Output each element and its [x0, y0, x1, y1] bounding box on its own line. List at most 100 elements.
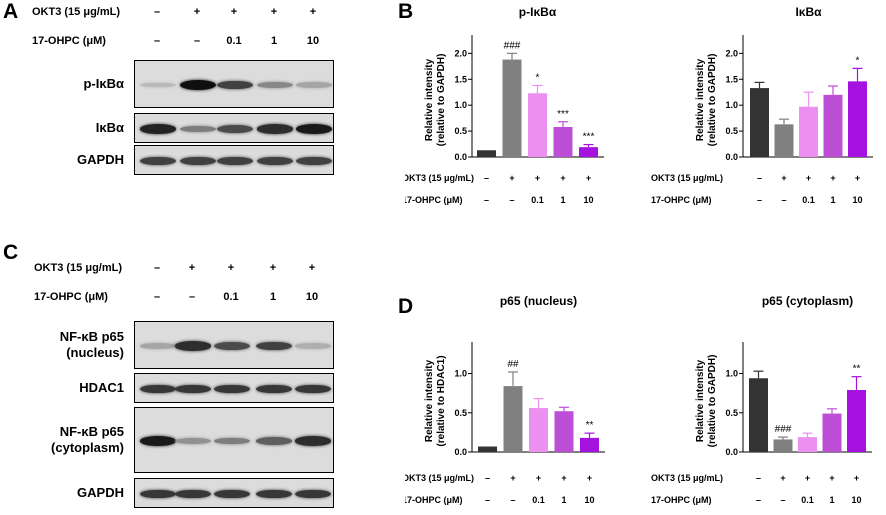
- chart-p-ikba: p-IκBα Relative intensity (relative to GAP…: [405, 5, 604, 205]
- panel-label-b: B: [398, 0, 414, 23]
- blot-band: [296, 82, 332, 88]
- blot-band: [214, 384, 250, 394]
- significance-label: ##: [507, 359, 519, 370]
- blot-band: [180, 80, 216, 90]
- y-axis-label: Relative intensity: [424, 359, 435, 442]
- treatment-value: –: [188, 291, 196, 303]
- treatment-label: OKT3 (15 μg/mL): [405, 473, 474, 483]
- blot-band: [217, 124, 253, 134]
- treatment-label: 17-OHPC (μM): [32, 35, 106, 47]
- blot-band: [295, 343, 331, 349]
- blot-image: [134, 478, 334, 508]
- blot-band: [257, 81, 293, 89]
- treatment-value: 0.1: [802, 195, 815, 205]
- y-tick-label: 1.0: [454, 369, 467, 379]
- y-axis-label-group: Relative intensity (relative to GAPDH): [695, 54, 718, 147]
- treatment-value: 0.1: [531, 195, 544, 205]
- blot-band: [140, 489, 176, 499]
- y-tick-label: 2.0: [454, 48, 467, 58]
- treatment-value: 0.1: [226, 35, 242, 47]
- y-tick-label: 1.5: [454, 74, 467, 84]
- treatment-value: +: [269, 262, 277, 274]
- blot-band: [256, 384, 292, 394]
- bar: [553, 126, 573, 157]
- treatment-value: +: [781, 173, 786, 183]
- treatment-value: –: [780, 495, 785, 505]
- y-tick-label: 0.5: [454, 408, 467, 418]
- treatment-value: –: [756, 473, 761, 483]
- treatment-value: –: [757, 195, 762, 205]
- treatment-value: –: [757, 173, 762, 183]
- treatment-value: +: [560, 173, 565, 183]
- panel-label-d: D: [398, 295, 414, 318]
- treatment-value: +: [536, 473, 541, 483]
- blot-label: NF-κB p65 (nucleus): [59, 329, 124, 360]
- bar: [822, 413, 842, 452]
- treatment-value: –: [484, 173, 489, 183]
- treatment-label: OKT3 (15 μg/mL): [651, 473, 723, 483]
- treatment-value: –: [193, 35, 201, 47]
- blot-band: [175, 489, 211, 499]
- treatment-label: 17-OHPC (μM): [34, 291, 108, 303]
- blot-band: [175, 341, 211, 351]
- y-axis-label-group: Relative intensity (relative to HDAC1): [424, 355, 447, 446]
- chart-title: p65 (nucleus): [500, 294, 577, 308]
- treatment-value: –: [756, 495, 761, 505]
- significance-label: ###: [775, 424, 792, 435]
- blot-band: [256, 341, 292, 351]
- treatment-label: 17-OHPC (μM): [405, 495, 463, 505]
- blot-label: IκBα: [95, 120, 124, 135]
- treatment-value: +: [270, 6, 278, 18]
- blot-image: [134, 113, 334, 143]
- y-tick-label: 0.5: [725, 408, 738, 418]
- significance-label: ***: [583, 132, 595, 143]
- treatment-value: –: [153, 291, 161, 303]
- treatment-value: –: [153, 262, 161, 274]
- blot-image: [134, 407, 334, 473]
- blot-image: [134, 145, 334, 175]
- treatment-value: +: [586, 173, 591, 183]
- blot-label: p-IκBα: [83, 76, 124, 91]
- bar: [503, 386, 523, 452]
- treatment-label: 17-OHPC (μM): [651, 195, 712, 205]
- y-tick-label: 0.5: [725, 126, 738, 136]
- y-tick-label: 1.0: [725, 100, 738, 110]
- blot-band: [214, 437, 250, 445]
- blot-band: [140, 124, 176, 134]
- y-tick-label: 1.0: [725, 369, 738, 379]
- y-tick-label: 0.5: [454, 126, 467, 136]
- bar: [580, 437, 599, 452]
- bar: [554, 411, 574, 452]
- blot-label: GAPDH: [77, 485, 124, 500]
- blot-band: [175, 437, 211, 445]
- blot-image: [134, 60, 334, 108]
- treatment-value: +: [535, 173, 540, 183]
- bar: [798, 437, 817, 452]
- bar: [848, 81, 867, 157]
- blot-band: [296, 156, 332, 166]
- treatment-value: +: [230, 6, 238, 18]
- y-axis-label-group: Relative intensity (relative to GAPDH): [424, 54, 447, 147]
- blot-band: [295, 384, 331, 394]
- significance-label: **: [853, 364, 861, 375]
- treatment-value: 10: [584, 495, 594, 505]
- treatment-value: 10: [851, 495, 861, 505]
- blot-band: [296, 124, 332, 134]
- bar: [750, 88, 769, 157]
- treatment-value: 10: [852, 195, 862, 205]
- bar: [749, 378, 768, 452]
- treatment-value: +: [309, 6, 317, 18]
- treatment-value: 0.1: [532, 495, 545, 505]
- significance-label: ###: [504, 40, 521, 51]
- treatment-value: +: [193, 6, 201, 18]
- y-axis-label: (relative to HDAC1): [436, 355, 447, 446]
- blot-band: [180, 156, 216, 166]
- bar: [528, 93, 547, 157]
- significance-label: **: [586, 420, 594, 431]
- bar: [529, 408, 548, 452]
- treatment-value: +: [227, 262, 235, 274]
- treatment-value: –: [153, 35, 161, 47]
- blot-image: [134, 373, 334, 403]
- bar: [478, 446, 497, 452]
- treatment-value: +: [188, 262, 196, 274]
